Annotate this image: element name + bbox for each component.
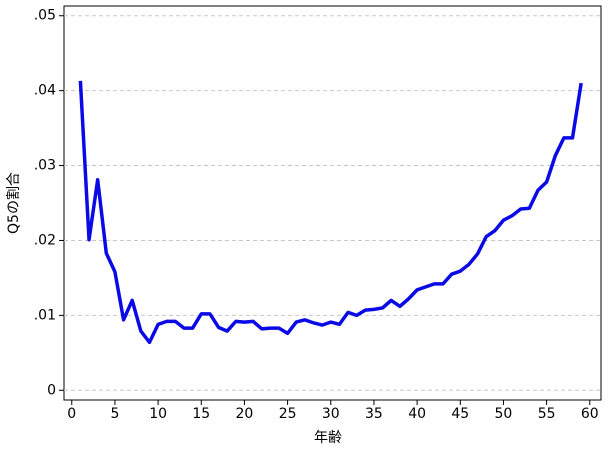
- x-tick-label: 45: [451, 406, 469, 422]
- y-tick-label: 0: [47, 382, 56, 398]
- x-tick-label: 35: [365, 406, 383, 422]
- y-axis-label: Q5の割合: [5, 172, 22, 234]
- x-axis-label: 年齢: [314, 430, 342, 446]
- y-tick-label: .04: [34, 83, 56, 99]
- x-tick-label: 30: [322, 406, 340, 422]
- x-tick-label: 50: [495, 406, 513, 422]
- data-line: [78, 80, 583, 345]
- x-tick-label: 60: [581, 406, 599, 422]
- x-tick-label: 25: [279, 406, 297, 422]
- x-tick-label: 10: [149, 406, 167, 422]
- x-tick-label: 20: [236, 406, 254, 422]
- y-tick-label: .05: [34, 8, 56, 24]
- x-tick-label: 55: [538, 406, 556, 422]
- y-tick-label: .02: [34, 232, 56, 248]
- y-tick-label: .03: [34, 158, 56, 174]
- y-tick-label: .01: [34, 307, 56, 323]
- x-tick-label: 15: [192, 406, 210, 422]
- x-tick-label: 0: [67, 406, 76, 422]
- x-tick-label: 40: [408, 406, 426, 422]
- x-tick-label: 5: [110, 406, 119, 422]
- plot-frame: [63, 5, 602, 401]
